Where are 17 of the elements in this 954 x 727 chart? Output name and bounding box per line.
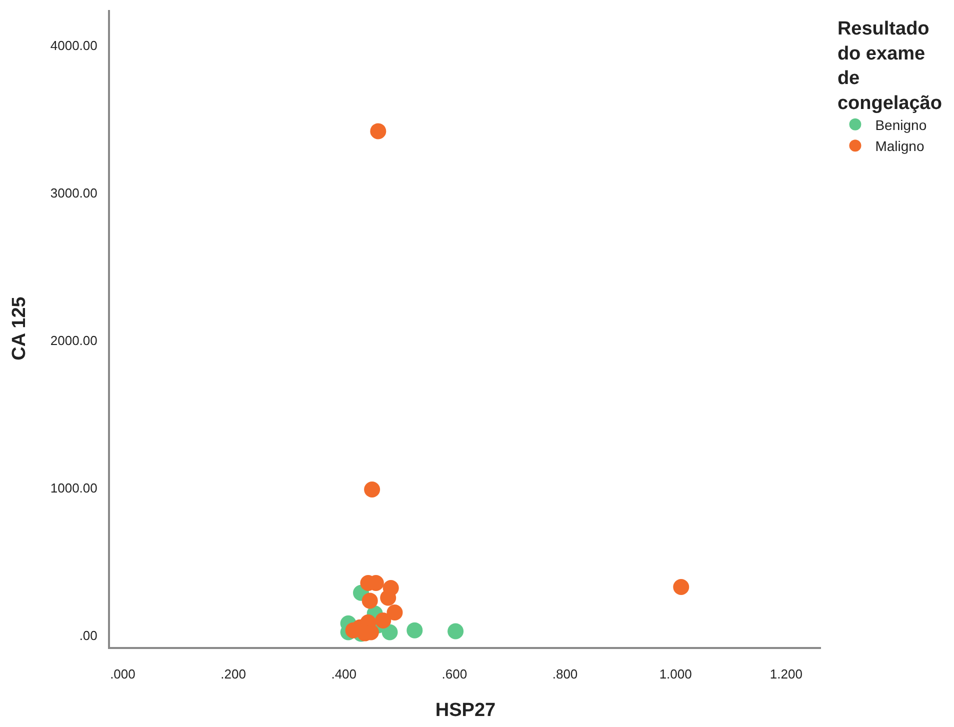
x-tick-label: .800 — [552, 666, 578, 682]
y-tick-label: 2000.00 — [50, 332, 98, 348]
y-tick-label: 1000.00 — [50, 480, 98, 496]
legend-title: Resultado do exame de congelação — [837, 18, 942, 114]
x-tick-label: .400 — [331, 666, 357, 682]
legend-label: Maligno — [875, 138, 924, 154]
y-tick-label: 3000.00 — [50, 185, 98, 200]
legend-label: Benigno — [875, 116, 927, 133]
y-tick-label: 4000.00 — [50, 38, 98, 53]
x-axis-title: HSP27 — [435, 700, 496, 721]
y-axis-title: CA 125 — [8, 296, 30, 360]
x-tick-label: .200 — [220, 666, 246, 682]
y-tick-label: .00 — [79, 628, 98, 643]
x-tick-label: 1.000 — [659, 666, 692, 682]
x-tick-label: 1.200 — [770, 666, 802, 682]
x-tick-label: .600 — [442, 666, 468, 682]
x-tick-label: .000 — [110, 666, 136, 682]
